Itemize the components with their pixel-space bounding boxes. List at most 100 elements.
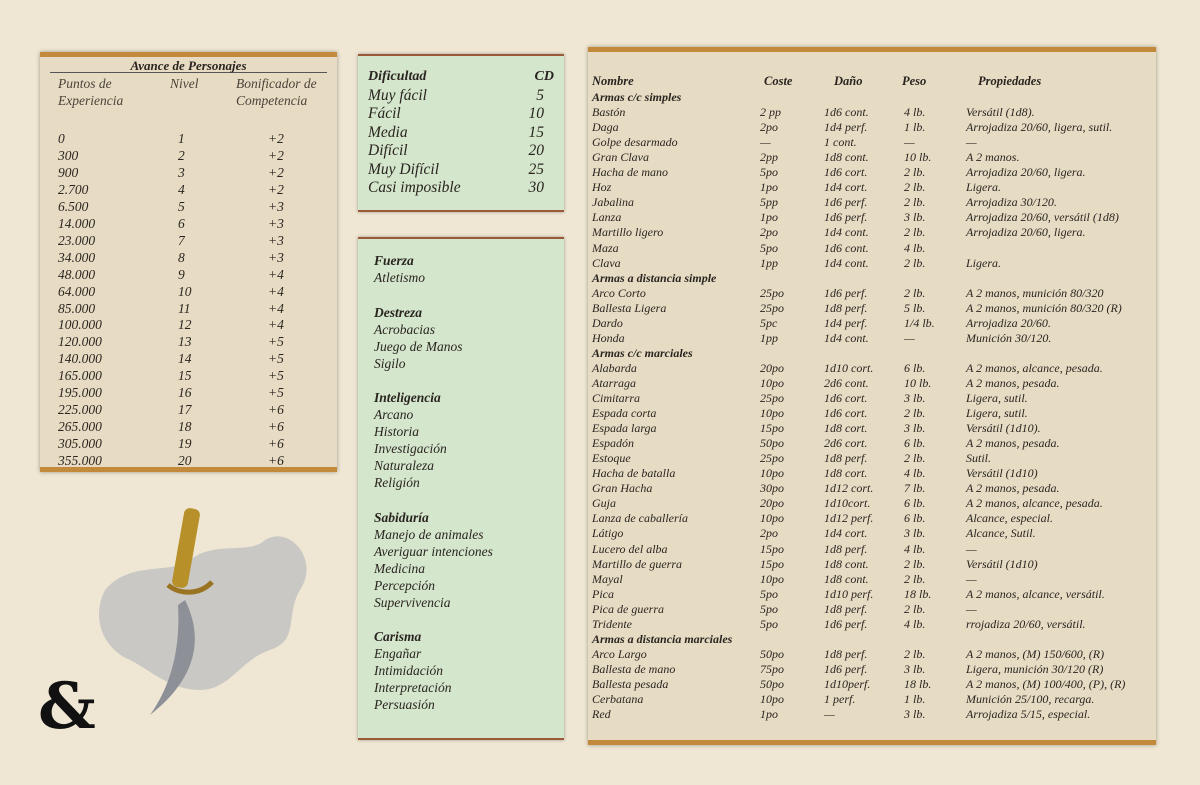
cell: Arrojadiza 20/60, ligera. <box>966 165 1086 180</box>
table-row: Hacha de mano 5po 1d6 cort. 2 lb. Arrojadiza… <box>588 165 1156 180</box>
cell: +4 <box>268 283 284 299</box>
cell: 305.000 <box>58 436 102 452</box>
skill: Naturaleza <box>374 458 435 473</box>
cell: Ligera, munición 30/120 (R) <box>966 661 1104 676</box>
table-row: 100.000 12 +4 <box>40 316 337 333</box>
table-header: Dificultad CD <box>368 68 554 87</box>
skill: Manejo de animales <box>374 526 484 542</box>
skill: Historia <box>374 424 420 439</box>
cell: 1d12 cort. <box>824 481 874 496</box>
cell: +3 <box>268 198 284 214</box>
section-title: Armas a distancia marciales <box>588 632 1156 647</box>
cell: Arrojadiza 20/60, ligera. <box>966 225 1086 240</box>
column-header: Bonificador de Competencia <box>236 76 317 108</box>
table-row: 195.000 16 +5 <box>40 384 337 401</box>
cell: A 2 manos, munición 80/320 (R) <box>966 300 1122 315</box>
cell: 5 <box>178 198 185 214</box>
column-header: Daño <box>834 74 863 88</box>
cell: 4 lb. <box>904 616 926 631</box>
cell: 10 <box>178 283 192 299</box>
cell: +4 <box>268 266 284 282</box>
cell: 1 lb. <box>904 120 926 135</box>
table-row: Ballesta pesada 50po 1d10perf. 18 lb. A 2 ma… <box>588 677 1156 692</box>
cell: 2 lb. <box>904 601 926 616</box>
cell: Atarraga <box>592 375 637 390</box>
cell: 1pp <box>760 330 778 345</box>
cell: +5 <box>268 368 284 384</box>
ability-name: Inteligencia <box>374 390 441 405</box>
cell: 1d8 perf. <box>824 451 868 466</box>
skill: Arcano <box>374 407 414 422</box>
cell: 2 lb. <box>904 285 926 300</box>
cell: 7 <box>178 232 185 248</box>
table-row: 165.000 15 +5 <box>40 367 337 384</box>
cell: 1 perf. <box>824 692 856 706</box>
cell: A 2 manos, alcance, pesada. <box>966 360 1103 375</box>
cell: +2 <box>268 131 284 146</box>
cell: 2 pp <box>760 105 781 120</box>
cell: 20 <box>178 453 192 469</box>
table-row: 14.000 6 +3 <box>40 215 337 232</box>
skill: Supervivencia <box>374 594 451 610</box>
cell: +2 <box>268 164 284 180</box>
table-row: Arco Largo 50po 1d8 perf. 2 lb. A 2 manos, (… <box>588 647 1156 662</box>
cell: 4 lb. <box>904 541 926 556</box>
cell: 1d4 cort. <box>824 526 868 541</box>
table-row: Hoz 1po 1d4 cort. 2 lb. Ligera. <box>588 180 1156 195</box>
column-header: Coste <box>764 74 793 88</box>
cell: 2po <box>760 526 778 541</box>
table-row: 355.000 20 +6 <box>40 452 337 469</box>
cell: 265.000 <box>58 419 102 435</box>
cell: Espada corta <box>592 406 657 421</box>
cell: Ligera, sutil. <box>966 391 1028 405</box>
cell: 2po <box>760 225 778 240</box>
cell: A 2 manos, (M) 150/600, (R) <box>966 646 1105 661</box>
cell: 11 <box>178 300 191 316</box>
cell: 225.000 <box>58 402 102 418</box>
cell: 1d8 perf. <box>824 541 868 556</box>
cell: Ligera. <box>966 255 1002 270</box>
cell: 25po <box>760 300 784 315</box>
cell: 20po <box>760 360 784 375</box>
cell: +4 <box>268 317 284 333</box>
column-header: Peso <box>902 74 927 88</box>
table-row: Media 15 <box>368 124 554 143</box>
table-row: Mayal 10po 1d8 cont. 2 lb. — <box>588 572 1156 587</box>
cell: 15 <box>528 123 545 141</box>
cell: +3 <box>268 232 284 248</box>
ability-name: Fuerza <box>374 253 414 268</box>
cell: 85.000 <box>58 300 96 316</box>
cell: +5 <box>268 385 284 401</box>
cell: — <box>966 541 977 556</box>
section-title-text: Armas a distancia simple <box>592 270 717 285</box>
cell: Arrojadiza 5/15, especial. <box>966 707 1091 722</box>
cell: 1d8 cort. <box>824 421 868 436</box>
cell: 1 <box>178 131 185 146</box>
cell: 3 <box>178 164 185 180</box>
cell: A 2 manos, alcance, pesada. <box>966 496 1103 511</box>
table-row: Daga 2po 1d4 perf. 1 lb. Arrojadiza 20/60, l… <box>588 120 1156 135</box>
cell: Arrojadiza 20/60, ligera, sutil. <box>966 120 1113 135</box>
cell: Hacha de batalla <box>592 466 676 481</box>
cell: 6 lb. <box>904 360 926 375</box>
cell: 2 lb. <box>904 451 926 466</box>
cell: 23.000 <box>58 232 96 248</box>
cell: 15po <box>760 541 784 556</box>
cell: Martillo de guerra <box>592 556 682 571</box>
cell: 1d4 perf. <box>824 315 868 330</box>
table-row: Hacha de batalla 10po 1d8 cort. 4 lb. Versát… <box>588 466 1156 481</box>
cell: 4 lb. <box>904 466 926 481</box>
cell: 7 lb. <box>904 481 926 496</box>
table-row: Fácil 10 <box>368 105 554 124</box>
cell: — <box>904 330 915 345</box>
cell: 6.500 <box>58 198 89 214</box>
column-header: Nombre <box>592 74 634 88</box>
cell: 1d8 perf. <box>824 601 868 616</box>
table-row: Martillo de guerra 15po 1d8 cont. 2 lb. Vers… <box>588 557 1156 572</box>
table-row: Honda 1pp 1d4 cont. — Munición 30/120. <box>588 331 1156 346</box>
cell: 0 <box>58 131 65 146</box>
cell: Golpe desarmado <box>592 135 678 150</box>
skill: Percepción <box>374 577 435 593</box>
table-row: 23.000 7 +3 <box>40 232 337 249</box>
cell: — <box>760 135 771 150</box>
